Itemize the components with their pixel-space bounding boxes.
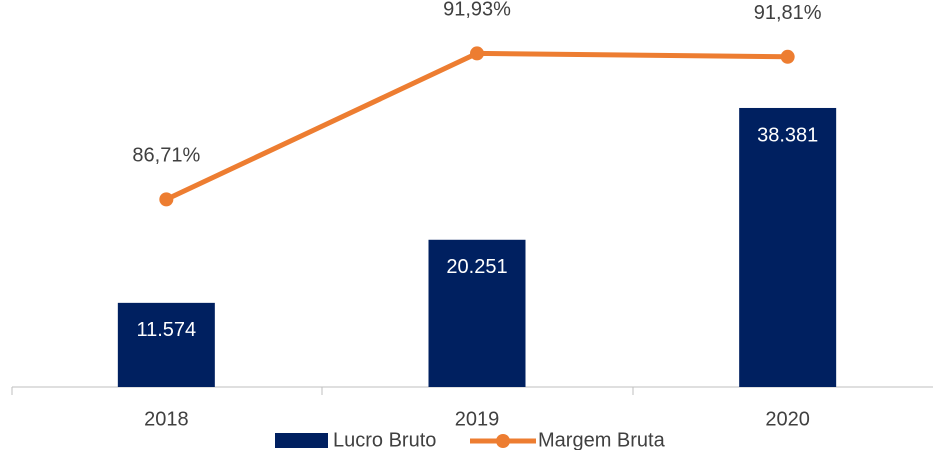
line-value-label: 91,81% bbox=[754, 2, 822, 24]
x-tick-label: 2019 bbox=[455, 408, 500, 430]
x-tick-label: 2020 bbox=[765, 408, 810, 430]
bar-value-label: 20.251 bbox=[446, 256, 507, 278]
line-point bbox=[470, 46, 484, 61]
bar bbox=[739, 107, 837, 388]
line-value-label: 86,71% bbox=[132, 145, 200, 167]
legend-label: Margem Bruta bbox=[538, 429, 666, 450]
legend-swatch-marker bbox=[496, 434, 510, 448]
legend-swatch bbox=[275, 433, 328, 448]
bar bbox=[117, 302, 215, 387]
x-tick-label: 2018 bbox=[144, 408, 189, 430]
line-point bbox=[159, 192, 174, 207]
bar-value-label: 11.574 bbox=[136, 319, 196, 341]
line-point bbox=[780, 49, 795, 64]
line bbox=[165, 50, 788, 202]
line-value-label: 91,93% bbox=[443, 0, 511, 21]
bar-value-label: 38.381 bbox=[757, 124, 818, 146]
bar bbox=[428, 239, 526, 387]
legend-label: Lucro Bruto bbox=[333, 429, 436, 450]
